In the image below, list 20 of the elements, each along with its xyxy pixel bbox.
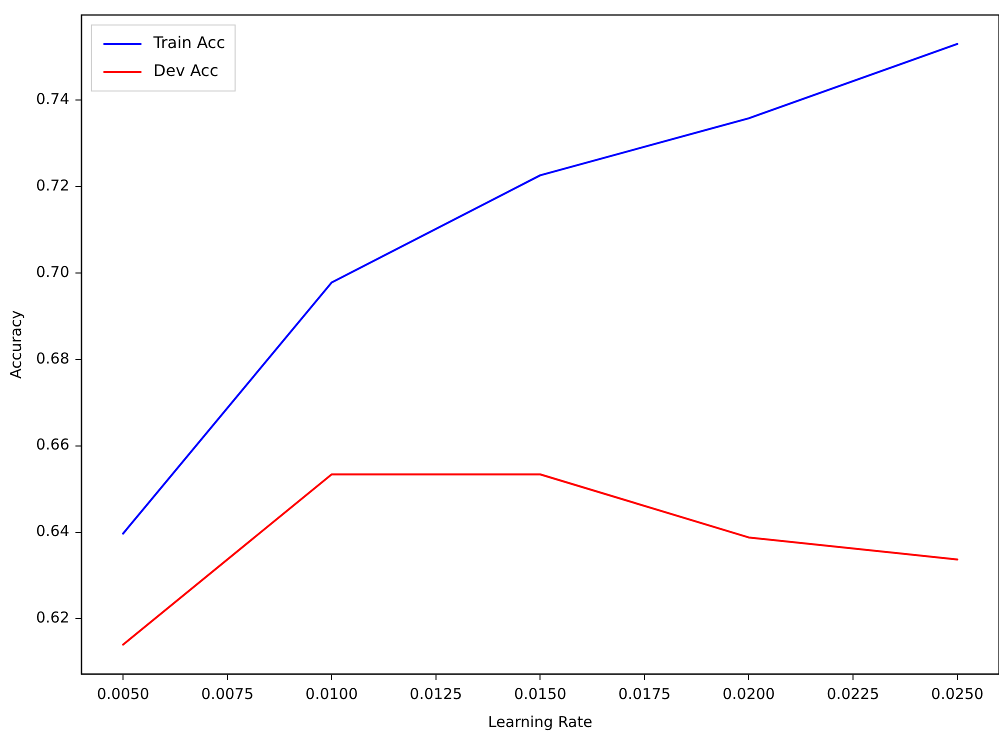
legend-label: Train Acc [152, 33, 226, 52]
y-tick-label: 0.62 [36, 608, 70, 627]
x-tick-label: 0.0150 [514, 684, 566, 703]
x-tick-label: 0.0100 [305, 684, 358, 703]
x-tick-label: 0.0075 [201, 684, 254, 703]
y-axis-title: Accuracy [6, 310, 25, 379]
y-tick-label: 0.70 [36, 262, 70, 281]
x-axis-title: Learning Rate [488, 712, 592, 731]
y-tick-label: 0.74 [36, 90, 70, 108]
x-tick-label: 0.0125 [410, 684, 462, 703]
y-tick-label: 0.64 [36, 522, 70, 540]
x-tick-label: 0.0200 [722, 684, 775, 703]
legend-label: Dev Acc [153, 61, 218, 80]
x-tick-label: 0.0250 [931, 684, 984, 703]
x-tick-label: 0.0050 [96, 684, 150, 703]
y-tick-label: 0.66 [36, 436, 70, 454]
y-tick-label: 0.68 [36, 349, 70, 368]
y-tick-label: 0.72 [36, 176, 70, 194]
x-tick-label: 0.0175 [618, 684, 671, 703]
x-tick-label: 0.0225 [826, 684, 880, 703]
